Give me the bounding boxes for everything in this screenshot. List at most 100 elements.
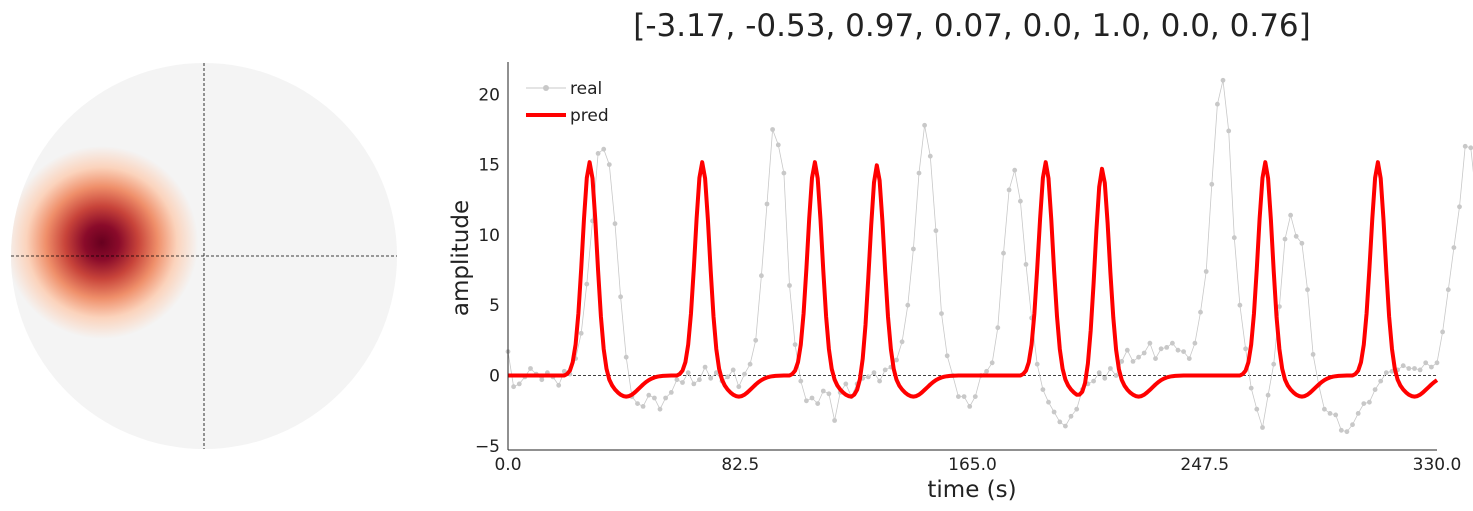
series-real-point — [815, 401, 821, 406]
x-tick-label: 330.0 — [1413, 455, 1462, 475]
series-real-point — [1423, 360, 1429, 366]
series-real-point — [1383, 370, 1389, 376]
series-real-point — [1248, 385, 1254, 391]
series-real-point — [1130, 359, 1136, 364]
series-real-point — [1164, 345, 1170, 350]
series-real-point — [1327, 411, 1333, 416]
series-real-point — [1338, 427, 1344, 433]
series-real-point — [1141, 350, 1147, 356]
series-real-point — [1355, 411, 1361, 416]
series-real-point — [804, 398, 809, 404]
timeseries-panel: [-3.17, -0.53, 0.97, 0.07, 0.0, 1.0, 0.0… — [448, 8, 1473, 503]
series-real-point — [1170, 340, 1175, 346]
series-real-point — [1260, 425, 1265, 430]
series-real-point — [1209, 181, 1215, 187]
series-real-point — [1051, 409, 1057, 415]
series-real-point — [944, 353, 950, 359]
series-real-point — [697, 377, 702, 383]
series-real-point — [1310, 352, 1316, 357]
series-real-point — [1012, 167, 1018, 173]
series-real-point — [764, 201, 770, 207]
series-real-point — [1181, 349, 1186, 354]
x-tick-label: 165.0 — [948, 455, 997, 475]
series-real-point — [584, 281, 590, 287]
series-pred-line — [508, 160, 1439, 399]
series-real-point — [1457, 204, 1462, 210]
series-real-point — [956, 394, 961, 399]
series-real-point — [601, 146, 607, 152]
series-real-point — [1046, 399, 1051, 405]
legend-real-label: real — [570, 79, 602, 99]
series-real-point — [911, 246, 916, 252]
series-real-point — [612, 221, 618, 227]
series-real-point — [1412, 366, 1417, 371]
series-real-point — [747, 361, 753, 367]
series-real-point — [894, 357, 899, 363]
chart-title: [-3.17, -0.53, 0.97, 0.07, 0.0, 1.0, 0.0… — [633, 8, 1311, 44]
series-real-point — [623, 354, 629, 360]
series-real — [505, 77, 1473, 435]
series-real-point — [1203, 269, 1209, 274]
series-real-point — [759, 273, 764, 279]
series-real-point — [1186, 356, 1192, 361]
series-real-point — [989, 360, 995, 366]
series-real-point — [1231, 235, 1237, 241]
y-tick-label: 20 — [478, 85, 500, 105]
series-real-point — [606, 162, 612, 168]
series-real-point — [1468, 145, 1473, 151]
series-real-point — [618, 294, 623, 300]
series-real-point — [792, 342, 798, 347]
series-real-point — [826, 391, 832, 397]
series-real-point — [1001, 250, 1006, 256]
series-real-point — [1034, 361, 1040, 367]
series-real-point — [1226, 128, 1232, 134]
series-real-point — [674, 377, 680, 383]
series-real-point — [657, 406, 663, 412]
series-real-point — [516, 381, 522, 387]
series-real-point — [1023, 262, 1029, 267]
series-real-point — [725, 374, 730, 380]
series-real-point — [905, 302, 911, 308]
series-real-point — [972, 394, 978, 399]
series-real-point — [1215, 101, 1220, 107]
series-real-point — [961, 394, 967, 399]
series-real-point — [1361, 401, 1367, 406]
series-real-point — [595, 151, 601, 156]
series-real-point — [899, 339, 905, 345]
x-axis-label: time (s) — [927, 477, 1016, 503]
receptive-field-panel — [11, 63, 397, 449]
series-real-point — [877, 378, 882, 384]
y-tick-label: −5 — [475, 437, 500, 457]
series-real-point — [798, 378, 804, 384]
series-real-point — [1333, 412, 1339, 418]
series-real-point — [713, 370, 719, 376]
series-real-point — [1417, 367, 1423, 373]
y-tick-label: 0 — [489, 366, 500, 386]
series-real-point — [1322, 406, 1327, 412]
series-real-point — [652, 395, 657, 401]
series-real-point — [1136, 354, 1141, 360]
x-tick-label: 82.5 — [721, 455, 759, 475]
legend-pred-label: pred — [570, 106, 609, 126]
series-real-point — [1440, 329, 1445, 335]
series-real-point — [685, 370, 691, 376]
series-real-point — [1074, 406, 1080, 412]
series-real-point — [1068, 413, 1074, 419]
series-real-point — [511, 384, 516, 390]
series-real-point — [691, 381, 697, 387]
series-real-point — [967, 404, 973, 409]
series-real-point — [1243, 346, 1248, 352]
y-tick-label: 15 — [478, 156, 500, 176]
series-real-point — [640, 404, 646, 409]
series-real-point — [1378, 378, 1384, 384]
legend: real pred — [526, 79, 609, 126]
y-tick-label: 10 — [478, 226, 500, 246]
series-real-point — [865, 374, 871, 380]
series-real-point — [1108, 366, 1113, 371]
series-real-point — [1040, 387, 1046, 392]
series-real-point — [646, 392, 652, 398]
series-real-point — [1282, 236, 1288, 242]
series-real-point — [668, 390, 674, 395]
series-real-point — [832, 418, 837, 423]
series-real-point — [1400, 363, 1406, 369]
